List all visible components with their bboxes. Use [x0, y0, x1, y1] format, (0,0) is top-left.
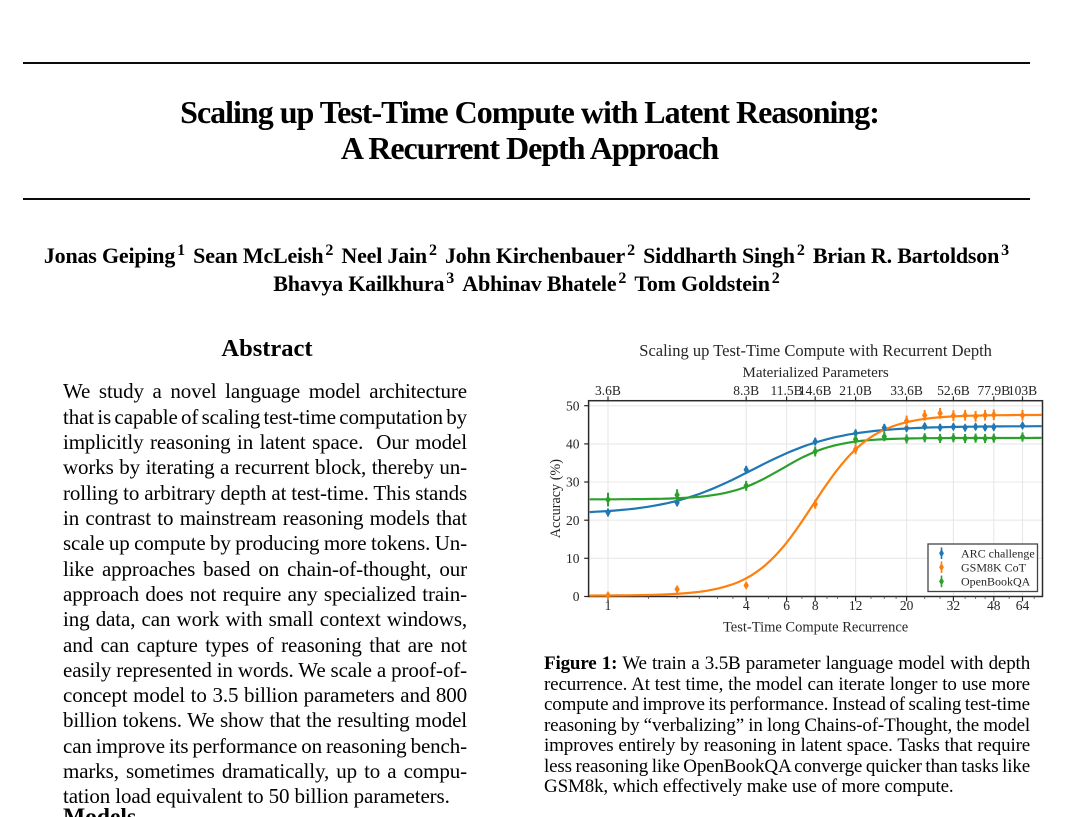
svg-text:77.9B: 77.9B: [977, 383, 1010, 398]
svg-text:30: 30: [566, 475, 580, 490]
svg-text:OpenBookQA: OpenBookQA: [961, 575, 1031, 589]
svg-text:32: 32: [947, 598, 961, 613]
svg-text:6: 6: [783, 598, 790, 613]
svg-text:14.6B: 14.6B: [799, 383, 832, 398]
svg-text:8: 8: [812, 598, 819, 613]
svg-text:3.6B: 3.6B: [595, 383, 621, 398]
svg-text:GSM8K CoT: GSM8K CoT: [961, 561, 1027, 575]
svg-text:11.5B: 11.5B: [771, 383, 803, 398]
svg-text:Accuracy (%): Accuracy (%): [548, 459, 564, 538]
svg-text:50: 50: [566, 398, 580, 413]
svg-text:4: 4: [743, 598, 750, 613]
svg-text:ARC challenge: ARC challenge: [961, 546, 1035, 560]
svg-text:8.3B: 8.3B: [733, 383, 759, 398]
svg-text:0: 0: [573, 589, 580, 604]
svg-text:Materialized Parameters: Materialized Parameters: [743, 365, 889, 381]
svg-text:10: 10: [566, 551, 580, 566]
svg-text:40: 40: [566, 437, 580, 452]
svg-text:52.6B: 52.6B: [937, 383, 970, 398]
svg-text:1: 1: [605, 598, 612, 613]
svg-text:21.0B: 21.0B: [839, 383, 872, 398]
svg-text:12: 12: [849, 598, 863, 613]
svg-text:64: 64: [1016, 598, 1030, 613]
svg-text:Scaling up Test-Time Compute w: Scaling up Test-Time Compute with Recurr…: [639, 341, 992, 360]
svg-text:20: 20: [900, 598, 914, 613]
svg-text:33.6B: 33.6B: [890, 383, 923, 398]
svg-text:20: 20: [566, 513, 580, 528]
svg-text:48: 48: [987, 598, 1001, 613]
svg-text:Test-Time Compute Recurrence: Test-Time Compute Recurrence: [723, 620, 908, 636]
svg-text:103B: 103B: [1008, 383, 1037, 398]
